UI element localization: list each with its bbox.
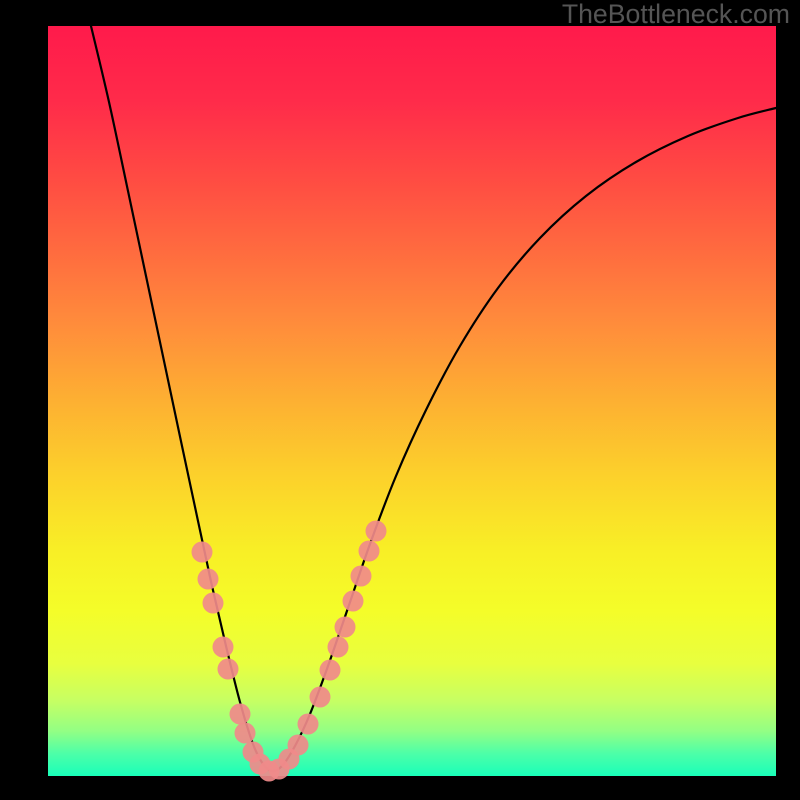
data-dot: [198, 569, 219, 590]
data-dot: [335, 617, 356, 638]
curve-layer: [48, 26, 776, 776]
data-dot: [320, 660, 341, 681]
data-dot: [288, 735, 309, 756]
bottleneck-curve: [91, 26, 776, 771]
data-dot: [203, 593, 224, 614]
chart-stage: TheBottleneck.com: [0, 0, 800, 800]
data-dot: [359, 541, 380, 562]
data-dot: [310, 687, 331, 708]
data-dot: [328, 637, 349, 658]
data-dot: [351, 566, 372, 587]
data-dot: [192, 542, 213, 563]
data-dot: [343, 591, 364, 612]
plot-area: [48, 26, 776, 776]
data-dot: [298, 714, 319, 735]
data-dot: [218, 659, 239, 680]
dots-group: [192, 521, 387, 782]
data-dot: [366, 521, 387, 542]
data-dot: [213, 637, 234, 658]
data-dot: [230, 704, 251, 725]
watermark-text: TheBottleneck.com: [562, 0, 790, 30]
data-dot: [235, 723, 256, 744]
